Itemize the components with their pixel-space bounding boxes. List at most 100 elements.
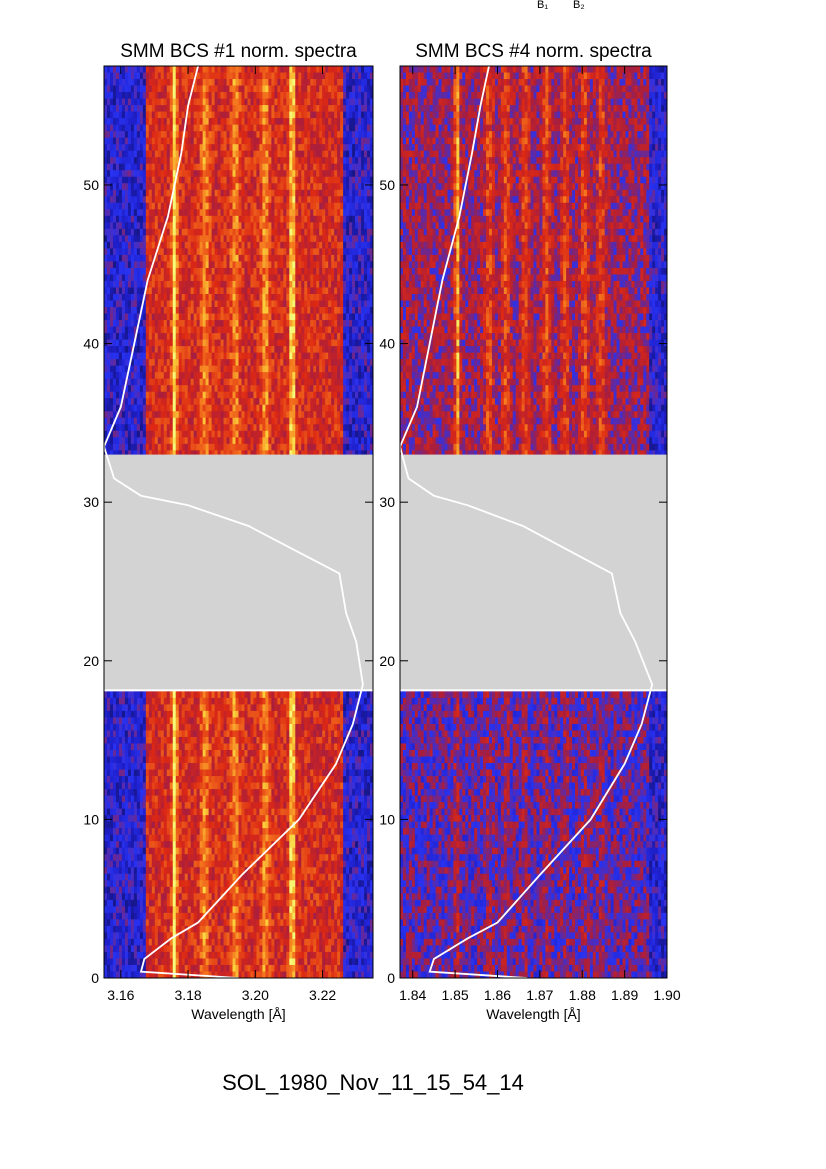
- heatmap-cell: [193, 313, 198, 321]
- heatmap-cell: [172, 391, 177, 399]
- heatmap-cell: [286, 176, 290, 184]
- heatmap-cell: [118, 294, 123, 301]
- heatmap-cell: [325, 359, 329, 367]
- heatmap-cell: [235, 287, 239, 295]
- heatmap-cell: [139, 294, 144, 301]
- heatmap-cell: [328, 352, 332, 360]
- heatmap-cell: [163, 202, 168, 210]
- heatmap-cell: [256, 202, 260, 210]
- heatmap-cell: [250, 352, 254, 360]
- heatmap-cell: [286, 365, 290, 373]
- heatmap-cell: [148, 118, 153, 126]
- heatmap-cell: [121, 313, 126, 321]
- heatmap-cell: [331, 333, 335, 340]
- heatmap-cell: [169, 385, 174, 393]
- heatmap-cell: [319, 398, 323, 406]
- heatmap-cell: [334, 85, 338, 93]
- heatmap-cell: [196, 105, 201, 112]
- heatmap-cell: [304, 339, 308, 347]
- heatmap-cell: [187, 424, 192, 432]
- heatmap-cell: [133, 385, 138, 393]
- heatmap-cell: [295, 385, 299, 393]
- heatmap-cell: [220, 385, 224, 393]
- heatmap-cell: [220, 417, 224, 425]
- heatmap-cell: [307, 365, 311, 373]
- heatmap-cell: [289, 183, 293, 191]
- heatmap-cell: [250, 66, 254, 73]
- heatmap-cell: [289, 111, 293, 119]
- heatmap-cell: [322, 79, 326, 86]
- heatmap-cell: [199, 228, 204, 236]
- heatmap-cell: [367, 189, 371, 197]
- heatmap-cell: [361, 98, 365, 106]
- heatmap-cell: [112, 241, 117, 249]
- heatmap-cell: [289, 79, 293, 86]
- heatmap-cell: [208, 320, 212, 327]
- heatmap-cell: [364, 294, 368, 301]
- heatmap-cell: [367, 248, 371, 256]
- heatmap-cell: [250, 261, 254, 269]
- heatmap-cell: [346, 111, 350, 119]
- heatmap-cell: [229, 346, 233, 354]
- heatmap-cell: [109, 267, 114, 275]
- heatmap-cell: [208, 189, 212, 197]
- heatmap-cell: [253, 280, 257, 288]
- heatmap-cell: [331, 294, 335, 301]
- heatmap-cell: [190, 326, 195, 334]
- heatmap-cell: [244, 150, 248, 158]
- heatmap-cell: [334, 111, 338, 119]
- heatmap-cell: [265, 411, 269, 419]
- heatmap-cell: [199, 333, 204, 340]
- heatmap-cell: [133, 176, 138, 184]
- heatmap-cell: [253, 222, 257, 230]
- heatmap-cell: [271, 254, 275, 262]
- heatmap-cell: [271, 131, 275, 139]
- heatmap-cell: [130, 144, 135, 152]
- heatmap-cell: [370, 124, 374, 132]
- heatmap-cell: [184, 274, 189, 282]
- heatmap-cell: [130, 248, 135, 256]
- heatmap-cell: [325, 85, 329, 93]
- heatmap-cell: [370, 189, 374, 197]
- heatmap-cell: [298, 404, 302, 412]
- heatmap-cell: [151, 118, 156, 126]
- heatmap-cell: [277, 294, 281, 301]
- heatmap-cell: [193, 267, 198, 275]
- heatmap-cell: [283, 228, 287, 236]
- heatmap-cell: [163, 417, 168, 425]
- heatmap-cell: [277, 189, 281, 197]
- heatmap-cell: [238, 339, 242, 347]
- heatmap-cell: [283, 404, 287, 412]
- heatmap-cell: [310, 202, 314, 210]
- heatmap-cell: [268, 385, 272, 393]
- heatmap-cell: [175, 333, 180, 340]
- heatmap-cell: [301, 98, 305, 106]
- heatmap-cell: [298, 417, 302, 425]
- heatmap-cell: [325, 320, 329, 327]
- heatmap-cell: [223, 385, 227, 393]
- heatmap-cell: [355, 176, 359, 184]
- heatmap-cell: [133, 287, 138, 295]
- heatmap-cell: [124, 105, 129, 112]
- heatmap-cell: [148, 209, 153, 217]
- heatmap-cell: [157, 424, 162, 432]
- heatmap-cell: [304, 222, 308, 230]
- heatmap-cell: [340, 267, 344, 275]
- heatmap-cell: [253, 209, 257, 217]
- heatmap-cell: [187, 378, 192, 386]
- heatmap-cell: [364, 398, 368, 406]
- heatmap-cell: [319, 346, 323, 354]
- heatmap-cell: [253, 352, 257, 360]
- heatmap-cell: [241, 105, 245, 112]
- heatmap-cell: [361, 365, 365, 373]
- heatmap-cell: [325, 235, 329, 243]
- heatmap-cell: [235, 131, 239, 139]
- heatmap-cell: [283, 294, 287, 301]
- heatmap-cell: [250, 241, 254, 249]
- heatmap-cell: [274, 287, 278, 295]
- heatmap-cell: [223, 280, 227, 288]
- heatmap-cell: [172, 189, 177, 197]
- heatmap-cell: [175, 398, 180, 406]
- heatmap-cell: [346, 391, 350, 399]
- heatmap-cell: [241, 339, 245, 347]
